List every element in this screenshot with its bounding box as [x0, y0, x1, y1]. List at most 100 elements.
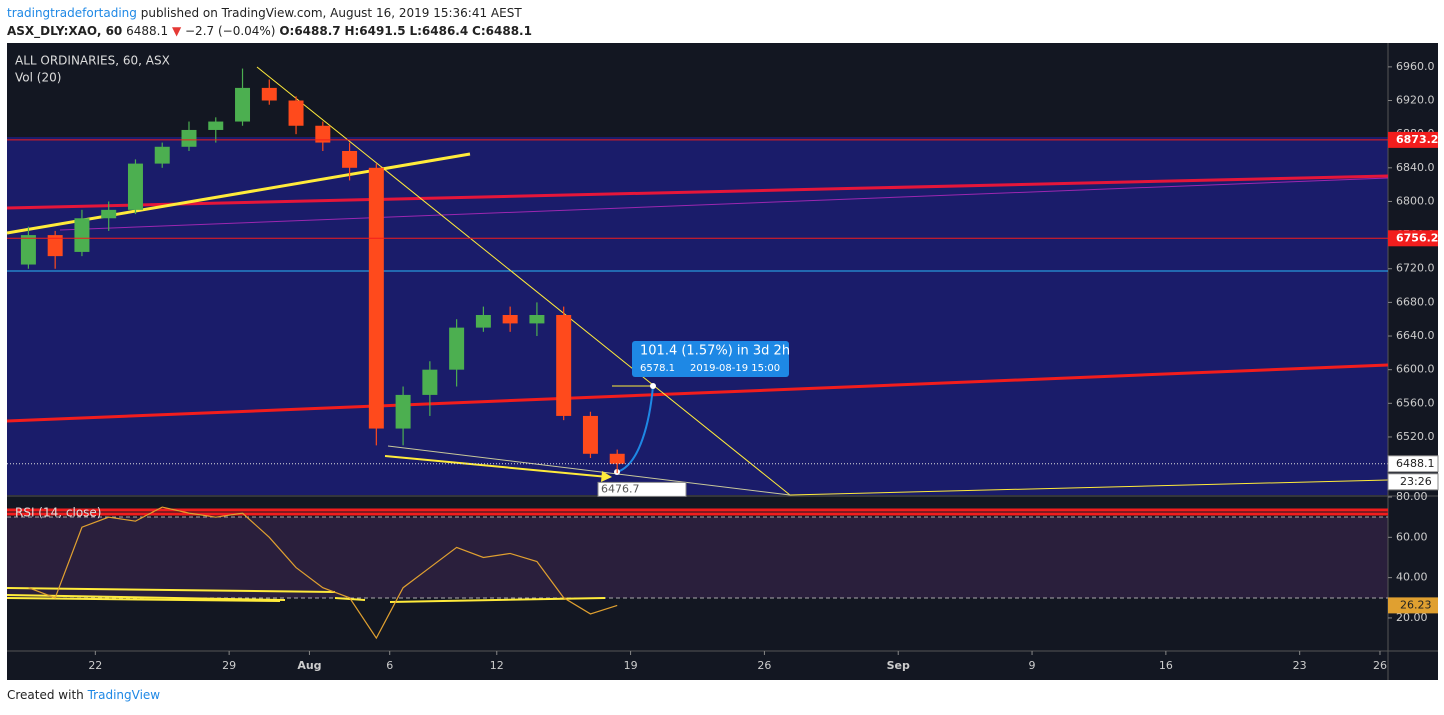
rsi-arrow — [6, 587, 336, 593]
candle-body — [529, 315, 545, 324]
arrow-line — [384, 455, 609, 478]
candle-body — [101, 209, 117, 219]
x-tick-label: 16 — [1159, 659, 1173, 672]
brand[interactable]: TradingView — [87, 688, 161, 702]
author[interactable]: tradingtradefortading — [7, 6, 137, 20]
price-tag — [1388, 230, 1438, 247]
last-price-label: 6488.1 — [1396, 457, 1435, 470]
y-tick-label: 6920.0 — [1396, 94, 1435, 107]
low-marker-box — [597, 481, 687, 497]
trend-line — [789, 479, 1389, 496]
low-marker-label: 6476.7 — [601, 482, 640, 495]
candle-body — [235, 87, 251, 122]
x-tick-label: 19 — [624, 659, 638, 672]
y-tick-label: 60.00 — [1396, 530, 1428, 543]
x-tick-label: Aug — [297, 659, 321, 672]
candle-body — [449, 327, 465, 370]
y-tick-label: 80.00 — [1396, 490, 1428, 503]
y-tick-label: 6520.0 — [1396, 430, 1435, 443]
last-price-tag — [1387, 455, 1439, 473]
candle-body — [288, 100, 304, 126]
rsi-value-tag — [1388, 597, 1438, 614]
footer: Created with TradingView — [7, 688, 160, 702]
price-tag — [1388, 131, 1438, 148]
candle-body — [422, 369, 438, 395]
candle-body — [47, 235, 63, 257]
candle-body — [208, 121, 224, 130]
rsi-arrow — [389, 597, 606, 603]
measure-curve — [616, 385, 654, 473]
y-tick-label: 6680.0 — [1396, 295, 1435, 308]
low: L:6486.4 — [409, 24, 469, 38]
x-tick-label: 12 — [490, 659, 504, 672]
y-tick-label: 6840.0 — [1396, 161, 1435, 174]
x-tick-label: 9 — [1029, 659, 1036, 672]
y-tick-label: 40.00 — [1396, 571, 1428, 584]
trend-line — [256, 66, 791, 496]
trend-line — [6, 363, 1389, 423]
candle-body — [368, 167, 384, 429]
candle-body — [20, 235, 36, 265]
y-tick-label: 6960.0 — [1396, 60, 1435, 73]
candle-body — [475, 315, 491, 328]
measure-time: 2019-08-19 15:00 — [690, 363, 780, 374]
candle-body — [582, 415, 598, 454]
down-arrow: ▼ — [171, 24, 182, 38]
candle-body — [261, 87, 277, 101]
trend-line — [387, 445, 791, 496]
high: H:6491.5 — [344, 24, 406, 38]
last: 6488.1 — [126, 24, 169, 38]
rsi-band — [7, 517, 1388, 598]
rsi-line — [28, 506, 618, 640]
chart-subtitle: Vol (20) — [15, 71, 61, 85]
y-tick-label: 20.00 — [1396, 611, 1428, 624]
rsi-arrow — [6, 597, 281, 602]
price-tag-label: 6756.2 — [1396, 231, 1438, 244]
countdown-tag — [1387, 473, 1439, 491]
y-tick-label: 6720.0 — [1396, 262, 1435, 275]
trend-line — [6, 174, 1389, 210]
arrow-head — [601, 471, 612, 482]
candle-body — [502, 315, 518, 324]
candle-body — [154, 146, 170, 164]
open: O:6488.7 — [279, 24, 341, 38]
candle-body — [315, 125, 331, 143]
x-tick-label: 23 — [1293, 659, 1307, 672]
header: tradingtradefortading published on Tradi… — [7, 4, 532, 40]
candle-body — [609, 453, 625, 464]
measure-box — [632, 341, 789, 377]
rsi-arrow — [6, 594, 286, 601]
y-tick-label: 6800.0 — [1396, 194, 1435, 207]
x-tick-label: 22 — [88, 659, 102, 672]
x-tick-label: 29 — [222, 659, 236, 672]
measure-point — [650, 383, 656, 389]
header-line-1: tradingtradefortading published on Tradi… — [7, 4, 532, 22]
candle-body — [395, 394, 411, 429]
candle-body — [74, 218, 90, 252]
rsi-value-label: 26.23 — [1400, 598, 1432, 611]
header-line-2: ASX_DLY:XAO, 60 6488.1 ▼ −2.7 (−0.04%) O… — [7, 22, 532, 40]
x-tick-label: 26 — [757, 659, 771, 672]
candle-body — [127, 163, 143, 210]
symbol: ASX_DLY:XAO, 60 — [7, 24, 123, 38]
candle-body — [181, 129, 197, 147]
x-tick-label: 26 — [1373, 659, 1387, 672]
channel-fill — [7, 137, 1388, 495]
measure-label: 101.4 (1.57%) in 3d 2h — [640, 344, 790, 359]
chart-title: ALL ORDINARIES, 60, ASX — [15, 54, 170, 68]
x-tick-label: Sep — [887, 659, 910, 672]
trend-line — [59, 177, 1389, 231]
candle-body — [556, 315, 572, 416]
countdown-label: 23:26 — [1400, 475, 1432, 488]
price-tag-label: 6873.2 — [1396, 133, 1438, 146]
y-tick-label: 6560.0 — [1396, 396, 1435, 409]
chart: 101.4 (1.57%) in 3d 2h 6578.1 2019-08-19… — [6, 43, 1439, 680]
published: published on TradingView.com, August 16,… — [140, 6, 522, 20]
close: C:6488.1 — [472, 24, 532, 38]
measure-price: 6578.1 — [640, 363, 675, 374]
created-with: Created with — [7, 688, 84, 702]
rsi-title: RSI (14, close) — [15, 506, 101, 520]
x-tick-label: 6 — [386, 659, 393, 672]
y-tick-label: 6600.0 — [1396, 363, 1435, 376]
